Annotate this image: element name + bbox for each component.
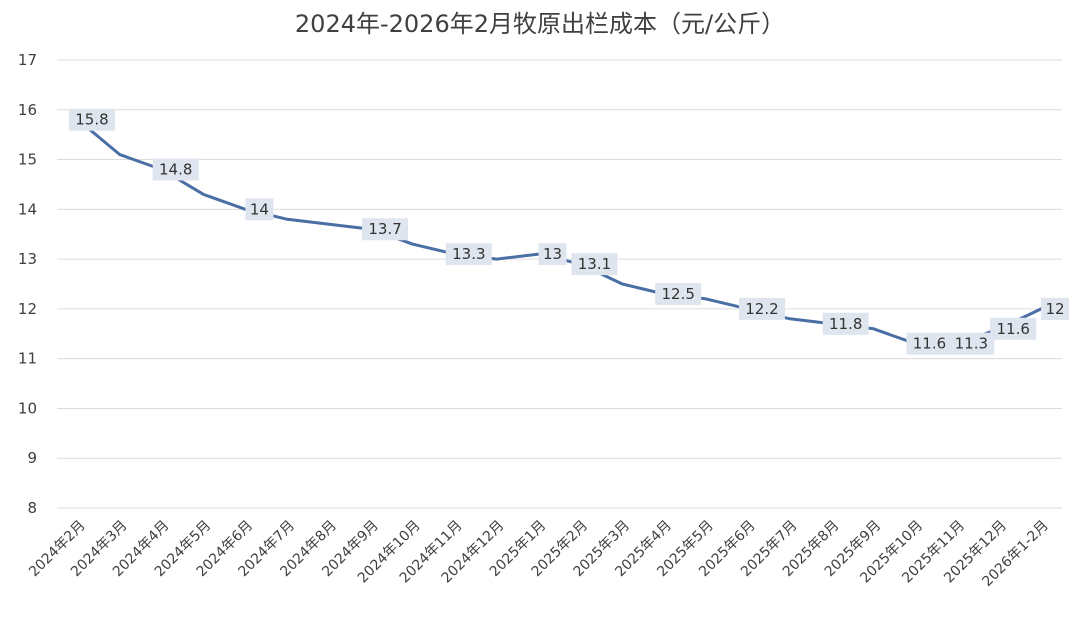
data-label-background (445, 243, 492, 266)
data-label: 11.6 (906, 332, 953, 355)
data-label: 12 (1041, 297, 1070, 320)
data-label-background (822, 312, 869, 335)
data-label-text: 14 (250, 200, 269, 218)
y-tick-label: 17 (18, 51, 37, 69)
y-tick-label: 12 (18, 300, 37, 318)
y-tick-label: 8 (27, 499, 37, 517)
y-tick-label: 15 (18, 151, 37, 169)
data-label-text: 15.8 (75, 111, 108, 129)
y-tick-label: 14 (18, 200, 37, 218)
data-label: 11.3 (948, 332, 995, 355)
y-tick-label: 13 (18, 250, 37, 268)
data-label-text: 12.2 (745, 300, 778, 318)
data-label-text: 12 (1046, 300, 1065, 318)
grid-layer (57, 59, 1062, 509)
data-label-text: 13.1 (578, 255, 611, 273)
data-labels: 15.8 14.8 14 13.7 13.3 13 13.1 12.5 12.2 11.8 11.6… (68, 108, 1070, 355)
data-label-background (738, 297, 785, 320)
data-label-background (362, 218, 409, 241)
y-axis-ticks: 8 9 10 11 12 13 14 15 16 17 (18, 51, 37, 517)
data-label-background (948, 332, 995, 355)
series-layer (76, 118, 1043, 346)
data-label: 13.7 (362, 218, 409, 241)
data-label: 12.2 (738, 297, 785, 320)
data-label-text: 13.7 (368, 220, 401, 238)
y-tick-label: 11 (18, 350, 37, 368)
y-tick-label: 9 (27, 449, 37, 467)
data-label-background (68, 108, 115, 131)
series-line (76, 118, 1043, 346)
data-label-text: 14.8 (159, 161, 192, 179)
data-label-text: 13.3 (452, 245, 485, 263)
data-label-text: 11.8 (829, 315, 862, 333)
data-label-background (538, 243, 567, 266)
y-tick-label: 10 (18, 399, 37, 417)
data-label: 14.8 (152, 158, 199, 181)
data-label: 13.3 (445, 243, 492, 266)
data-label-text: 13 (543, 245, 562, 263)
data-label-text: 12.5 (661, 285, 694, 303)
x-axis-ticks: 2024年2月2024年3月2024年4月2024年5月2024年6月2024年… (26, 518, 1052, 590)
data-label-text: 11.6 (996, 320, 1029, 338)
data-label-background (245, 198, 274, 221)
data-label: 14 (245, 198, 274, 221)
data-label-background (571, 253, 618, 276)
data-label: 15.8 (68, 108, 115, 131)
y-tick-label: 16 (18, 101, 37, 119)
data-label: 11.8 (822, 312, 869, 335)
data-label-background (152, 158, 199, 181)
data-label: 13 (538, 243, 567, 266)
data-label-background (906, 332, 953, 355)
data-label-background (990, 317, 1037, 340)
data-label: 12.5 (655, 282, 702, 305)
data-label: 11.6 (990, 317, 1037, 340)
data-label-text: 11.3 (955, 335, 988, 353)
data-label-background (1041, 297, 1070, 320)
data-label-background (655, 282, 702, 305)
data-label-text: 11.6 (913, 335, 946, 353)
chart-title: 2024年-2026年2月牧原出栏成本（元/公斤） (294, 10, 786, 38)
data-label: 13.1 (571, 253, 618, 276)
